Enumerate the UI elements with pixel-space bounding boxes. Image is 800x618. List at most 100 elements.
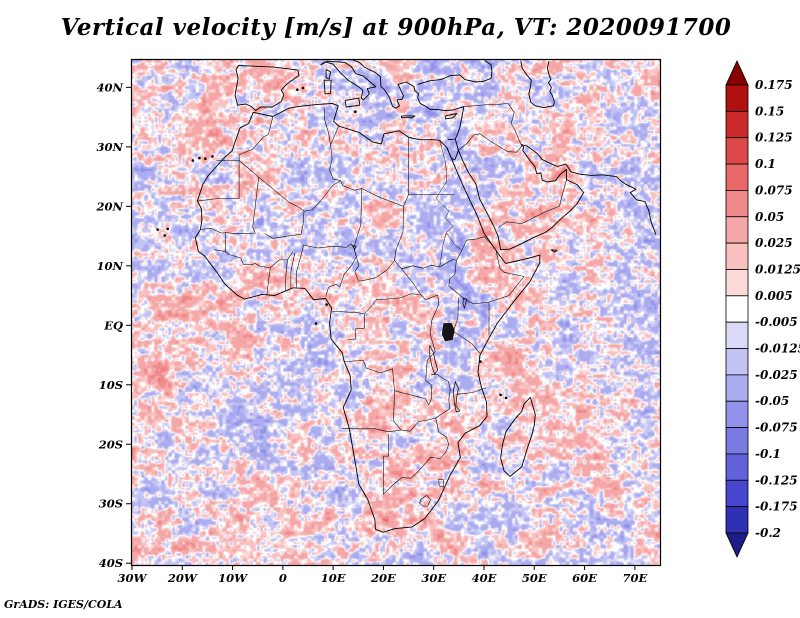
country-border — [453, 297, 459, 332]
colorbar-tick-label: 0.15 — [755, 104, 784, 118]
coastline-cyprus — [444, 113, 458, 120]
coastline-corsica — [325, 69, 332, 80]
x-tick-label: 10E — [321, 571, 346, 585]
island-dot — [198, 156, 201, 160]
island-dot — [296, 88, 299, 91]
country-border — [394, 206, 404, 261]
country-border — [323, 108, 331, 146]
country-border — [383, 434, 389, 495]
country-border — [303, 243, 355, 249]
country-border — [344, 293, 439, 406]
x-tick-label: 40E — [472, 571, 497, 585]
country-border — [435, 418, 450, 459]
country-border — [497, 179, 567, 228]
colorbar-tick-label: 0.1 — [755, 157, 776, 171]
x-tick-label: 0 — [279, 571, 287, 585]
colorbar-segment — [725, 427, 749, 455]
coastline-sicily — [344, 97, 361, 108]
colorbar-segment — [725, 190, 749, 218]
country-border — [458, 133, 522, 153]
river — [446, 232, 463, 251]
country-border — [438, 479, 445, 488]
country-border — [342, 185, 409, 207]
country-border — [225, 251, 294, 268]
y-tick-label: 30S — [99, 497, 123, 511]
x-tick-label: 30W — [118, 571, 148, 585]
island-dot — [211, 155, 214, 158]
colorbar-arrow-bottom — [725, 532, 749, 558]
x-tick-label: 10W — [218, 571, 248, 585]
y-tick-label: 10N — [96, 259, 123, 273]
island-dot — [156, 228, 159, 231]
colorbar-segment — [725, 163, 749, 191]
plot-frame — [130, 58, 662, 567]
island-dot — [479, 360, 482, 363]
coastline-socotra — [550, 249, 558, 253]
island-dot — [163, 234, 166, 237]
country-border — [296, 244, 304, 288]
country-border — [507, 103, 522, 147]
country-border — [466, 236, 494, 247]
country-border — [329, 125, 343, 186]
island-dot — [499, 393, 502, 397]
coastline-balkans-anatolia — [352, 60, 465, 112]
x-tick-label: 50E — [522, 571, 547, 585]
country-border — [325, 247, 357, 297]
colorbar-segment — [725, 216, 749, 244]
coastline-arabia — [457, 144, 585, 251]
colorbar-tick-label: 0.0125 — [755, 263, 800, 277]
y-tick-label: 40S — [99, 556, 123, 570]
country-border — [448, 260, 525, 305]
colorbar-tick-label: -0.075 — [755, 421, 798, 435]
country-border — [394, 260, 421, 295]
country-border — [238, 160, 305, 212]
colorbar-segment — [725, 84, 749, 112]
colorbar-segment — [725, 137, 749, 165]
x-tick-label: 70E — [622, 571, 647, 585]
colorbar-tick-label: -0.005 — [755, 315, 798, 329]
colorbar-tick-label: -0.1 — [755, 447, 781, 461]
colorbar-segment — [725, 506, 749, 534]
country-border — [409, 417, 436, 432]
y-tick-label: 20S — [98, 437, 123, 451]
island-dot — [301, 86, 305, 90]
coastline-black-sea — [417, 60, 493, 85]
colorbar-segment — [725, 400, 749, 428]
country-border — [238, 117, 274, 161]
map-plot-area — [132, 60, 660, 565]
country-border — [200, 177, 259, 234]
colorbar-arrow-top — [725, 60, 749, 86]
coastline-sinai — [446, 138, 459, 161]
country-border — [393, 390, 402, 431]
y-tick-label: 10S — [99, 378, 123, 392]
country-border — [332, 311, 365, 340]
vertical-velocity-field — [132, 60, 660, 565]
coastline-caspian — [520, 60, 555, 109]
colorbar-tick-label: -0.025 — [755, 368, 798, 382]
colorbar-segment — [725, 295, 749, 323]
country-border — [383, 457, 441, 495]
country-border — [419, 495, 431, 507]
x-tick-label: 20E — [370, 571, 396, 585]
coastline-madagascar — [500, 396, 536, 477]
coastline-levant — [454, 106, 465, 140]
x-tick-label: 60E — [572, 571, 597, 585]
colorbar-tick-label: 0.075 — [755, 183, 793, 197]
colorbar-tick-label: -0.2 — [755, 526, 781, 540]
country-border — [264, 211, 305, 239]
coastline-crete — [401, 115, 416, 119]
colorbar-segment — [725, 110, 749, 139]
colorbar-tick-label: -0.175 — [755, 500, 798, 514]
colorbar-tick-label: -0.0125 — [755, 342, 800, 356]
colorbar-tick-label: -0.05 — [755, 394, 789, 408]
country-border — [353, 247, 395, 282]
y-tick-label: 20N — [95, 199, 123, 213]
country-border — [290, 252, 296, 289]
lake-chad — [351, 245, 357, 250]
colorbar-segment — [725, 348, 749, 376]
island-dot — [166, 227, 169, 231]
x-tick-label: 30E — [421, 571, 446, 585]
country-border — [197, 160, 240, 202]
